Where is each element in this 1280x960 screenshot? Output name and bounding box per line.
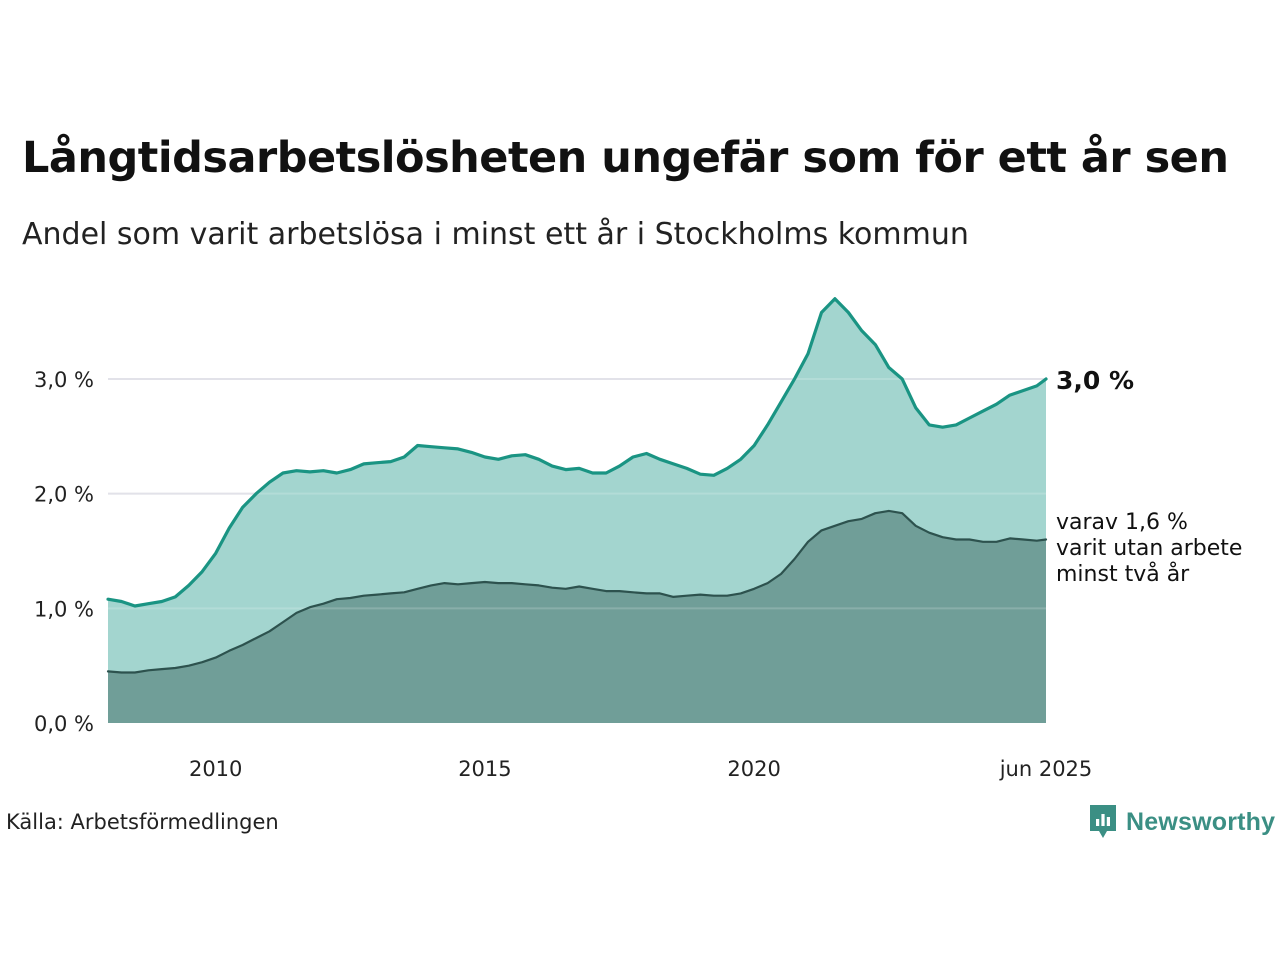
series-line-0 <box>106 297 1048 608</box>
total-end-label: 3,0 % <box>1056 366 1134 395</box>
y-tick-label: 2,0 % <box>34 483 94 507</box>
sub-end-label-line-1: varav 1,6 % <box>1056 510 1188 535</box>
y-tick-label: 1,0 % <box>34 597 94 621</box>
x-tick-label: jun 2025 <box>999 757 1093 781</box>
brand-name: Newsworthy <box>1126 807 1276 836</box>
x-tick-label: 2010 <box>189 757 242 781</box>
end-labels: 3,0 % varav 1,6 % varit utan arbete mins… <box>1056 366 1242 587</box>
x-axis-labels: 2010 2015 2020 jun 2025 <box>189 757 1092 781</box>
sub-end-label-line-3: minst två år <box>1056 561 1190 587</box>
newsworthy-logo: Newsworthy <box>1088 803 1275 841</box>
series-lines <box>106 297 1048 674</box>
x-tick-label: 2015 <box>458 757 511 781</box>
series-area-1 <box>108 510 1046 723</box>
sub-end-label-line-2: varit utan arbete <box>1056 536 1242 561</box>
series-areas <box>108 298 1046 723</box>
y-tick-label: 0,0 % <box>34 712 94 736</box>
y-tick-label: 3,0 % <box>34 368 94 392</box>
source-note: Källa: Arbetsförmedlingen <box>6 810 279 834</box>
y-axis-labels: 0,0 % 1,0 % 2,0 % 3,0 % <box>34 368 94 736</box>
chart-subtitle: Andel som varit arbetslösa i minst ett å… <box>22 217 969 252</box>
series-line-1 <box>106 509 1048 674</box>
x-tick-label: 2020 <box>727 757 780 781</box>
newsworthy-logo-icon <box>1090 805 1116 838</box>
chart-title: Långtidsarbetslösheten ungefär som för e… <box>22 133 1229 183</box>
